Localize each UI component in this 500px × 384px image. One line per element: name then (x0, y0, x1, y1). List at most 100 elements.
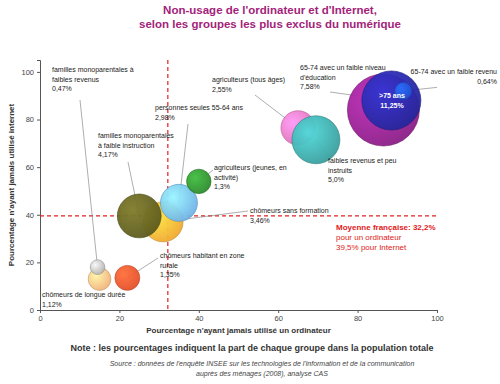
note: Note : les pourcentages indiquent la par… (70, 343, 433, 353)
bubble-label: personnes seules 55-64 ans (155, 104, 243, 112)
y-tick: 80 (26, 115, 40, 124)
chart-svg: Non-usage de l'ordinateur et d'Internet,… (0, 0, 500, 384)
bubble-label: chômeurs sans formation (250, 207, 329, 214)
leader-line (80, 100, 98, 267)
bubble-label-line: rurale (160, 262, 178, 269)
mean-y-line (40, 215, 437, 216)
source-line: auprès des ménages (2008), analyse CAS (196, 370, 328, 378)
y-tick: 0 (30, 306, 40, 315)
source-line: Source : données de l'enquête INSEE sur … (110, 360, 415, 368)
bubble-label: 65-74 avec un faible niveau d'éducation (300, 64, 386, 81)
y-axis-title: Pourcentage n'ayant jamais utilisé inter… (7, 103, 16, 266)
mean-annotation: Moyenne française: 32,2% (336, 223, 436, 232)
x-tick: 0 (38, 310, 42, 323)
bubble (90, 260, 105, 275)
x-tick: 100 (431, 310, 444, 323)
y-tick: 60 (26, 163, 40, 172)
bubble-label: agriculteurs (jeunes, en activité) (214, 164, 287, 182)
bubble-label: chômeurs habitant en zone rurale (160, 252, 245, 269)
y-tick-label: 20 (26, 258, 34, 267)
x-tick: 40 (195, 310, 203, 323)
y-tick: 100 (21, 68, 40, 77)
y-axis-line (37, 61, 41, 311)
x-tick-mark (199, 310, 200, 313)
bubble (362, 71, 421, 130)
bubble-label-line: activité) (214, 174, 238, 182)
y-tick-mark (37, 120, 40, 121)
y-tick-mark (37, 167, 40, 168)
bubble-label-line: personnes seules 55-64 ans (155, 104, 243, 112)
x-tick-label: 40 (195, 314, 203, 323)
x-axis-title: Pourcentage n'ayant jamais utilisé un or… (146, 326, 331, 335)
bubble-label: chômeurs de longue durée (42, 291, 125, 299)
bubble-label-line: instruits (328, 167, 353, 174)
y-tick: 40 (26, 211, 40, 220)
bubble-label: agriculteurs (tous âges) (212, 76, 285, 84)
bubble-share-label: 5,0% (328, 176, 344, 183)
bubble-label: 65-74 avec un faible revenu (411, 68, 497, 75)
bubble-share-label: 4,17% (98, 151, 118, 158)
bubble-share-label: 0,64% (477, 78, 497, 85)
y-tick-label: 100 (21, 68, 34, 77)
bubble-label-line: 65-74 avec un faible revenu (411, 68, 497, 75)
bubble-label-line: faibles revenus et peu (328, 157, 397, 165)
bubble-share-label: 7,58% (300, 83, 320, 90)
bubble-label-line: chômeurs sans formation (250, 207, 329, 214)
bubble-label-line: d'éducation (300, 74, 336, 81)
bubble-label-line: 65-74 avec un faible niveau (300, 64, 386, 71)
bubble-share-label: 1,35% (160, 271, 180, 278)
y-tick-label: 40 (26, 211, 34, 220)
y-tick-label: 60 (26, 163, 34, 172)
bubble-label: >75 ans (379, 92, 405, 99)
bubble-label: familles monoparentales à faibles revenus (52, 66, 134, 83)
bubble-share-label: 2,55% (212, 86, 232, 93)
y-tick-mark (37, 310, 40, 311)
x-tick: 80 (354, 310, 362, 323)
x-axis: 0 20 40 60 80 100 (38, 310, 443, 323)
bubble-share-label: 11,25% (380, 102, 404, 110)
x-tick: 60 (275, 310, 283, 323)
x-tick: 20 (116, 310, 124, 323)
x-tick-label: 80 (354, 314, 362, 323)
x-tick-label: 60 (275, 314, 283, 323)
x-tick-label: 100 (431, 314, 444, 323)
bubble-label-line: familles monoparentales à (52, 66, 134, 74)
bubble-labels: chômeurs de longue durée 1,12% familles mo… (42, 64, 497, 308)
y-tick-mark (37, 215, 40, 216)
bubble-share-label: 0,47% (52, 85, 72, 92)
y-tick: 20 (26, 258, 40, 267)
chart-container: Non-usage de l'ordinateur et d'Internet,… (0, 0, 500, 384)
bubble-label-line: faibles revenus (52, 76, 100, 83)
bubble-label-line: agriculteurs (jeunes, en (214, 164, 287, 172)
bubble-label: familles monoparentalesà faible instruct… (98, 132, 174, 149)
y-tick-mark (37, 72, 40, 73)
bubbles (88, 71, 421, 290)
bubble-label-line: chômeurs de longue durée (42, 291, 125, 299)
plot-area (40, 60, 437, 310)
y-tick-label: 80 (26, 115, 34, 124)
chart-title: Non-usage de l'ordinateur et d'Internet,… (139, 4, 401, 30)
bubble-share-label: 1,3% (214, 183, 230, 190)
source: Source : données de l'enquête INSEE sur … (110, 360, 415, 378)
x-tick-mark (119, 310, 120, 313)
mean-annotation: 39,5% pour Internet (336, 243, 407, 252)
x-tick-label: 0 (38, 314, 42, 323)
bubble (115, 265, 140, 290)
bubble-share-label: 1,12% (42, 301, 62, 308)
bubble (117, 194, 161, 238)
x-tick-mark (437, 310, 438, 313)
bubble-label-line: >75 ans (379, 92, 405, 99)
bubble-label-line: chômeurs habitant en zone (160, 252, 245, 259)
bubble-label: faibles revenus et peu instruits (328, 157, 397, 174)
mean-annotation: pour un ordinateur (336, 233, 402, 242)
y-tick-mark (37, 262, 40, 263)
bubble-label-line: à faible instruction (98, 142, 155, 149)
y-axis: 0 20 40 60 80 100 (21, 61, 40, 315)
bubble-share-label: 3,46% (250, 217, 270, 224)
bubble (187, 169, 211, 193)
x-axis-line (41, 311, 438, 314)
x-tick-mark (358, 310, 359, 313)
x-tick-mark (278, 310, 279, 313)
bubble-share-label: 2,98% (155, 114, 175, 121)
x-tick-label: 20 (116, 314, 124, 323)
